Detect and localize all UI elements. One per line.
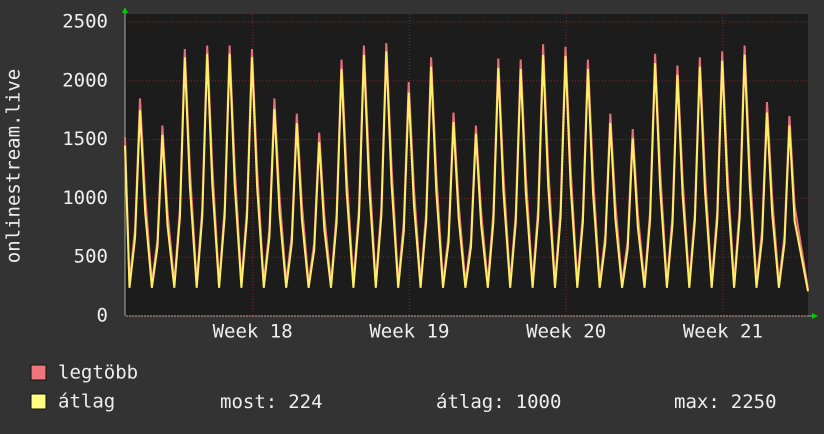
plot-area	[125, 14, 808, 316]
stat-value: 224	[288, 391, 322, 413]
series-line	[124, 51, 809, 292]
x-tick-label: Week 21	[683, 321, 763, 343]
legend-label: átlag	[58, 391, 115, 413]
stat: átlag: 1000	[436, 391, 561, 413]
legend-swatch	[30, 393, 47, 410]
axis-arrow	[812, 313, 818, 319]
stat: most: 224	[220, 391, 323, 413]
y-tick-label: 0	[97, 305, 108, 327]
y-axis-label: onlinestream.live	[3, 69, 25, 263]
legend-swatch	[30, 364, 47, 381]
y-tick-label: 1500	[62, 128, 108, 150]
y-tick-label: 500	[74, 246, 108, 268]
x-tick-label: Week 18	[213, 321, 293, 343]
stat-label: max:	[674, 391, 720, 413]
x-tick-label: Week 19	[369, 321, 449, 343]
y-tick-label: 1000	[62, 187, 108, 209]
y-tick-label: 2000	[62, 69, 108, 91]
stat-value: 2250	[731, 391, 777, 413]
stat-label: átlag:	[436, 391, 505, 413]
stat: max: 2250	[674, 391, 777, 413]
stat-value: 1000	[516, 391, 562, 413]
y-tick-label: 2500	[62, 11, 108, 33]
x-tick-label: Week 20	[526, 321, 606, 343]
stat-label: most:	[220, 391, 277, 413]
axis-arrow	[122, 7, 128, 13]
legend-label: legtöbb	[58, 362, 138, 384]
